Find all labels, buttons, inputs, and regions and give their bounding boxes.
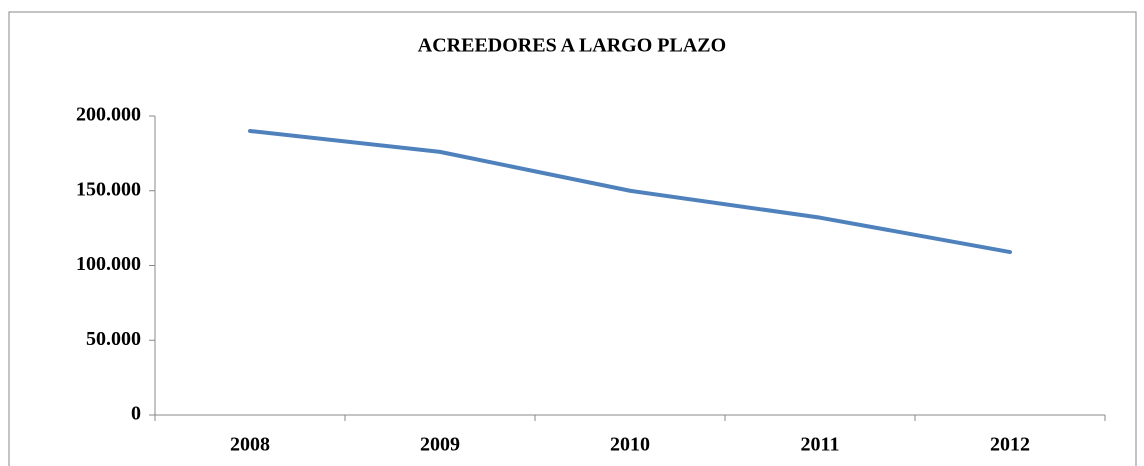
x-tick-label: 2009 (420, 434, 460, 456)
y-tick-label: 100.000 (76, 253, 141, 275)
data-line (248, 128, 1012, 255)
x-tick-label: 2011 (801, 434, 840, 456)
y-tick-label: 0 (131, 403, 141, 425)
x-tick-label: 2012 (990, 434, 1030, 456)
y-tick-label: 50.000 (86, 328, 141, 350)
x-tick-label: 2008 (230, 434, 270, 456)
chart-title: ACREEDORES A LARGO PLAZO (418, 35, 726, 57)
x-tick-label: 2010 (610, 434, 650, 456)
y-tick-label: 200.000 (76, 104, 141, 126)
y-tick-label: 150.000 (76, 178, 141, 200)
chart-border (8, 11, 1137, 466)
